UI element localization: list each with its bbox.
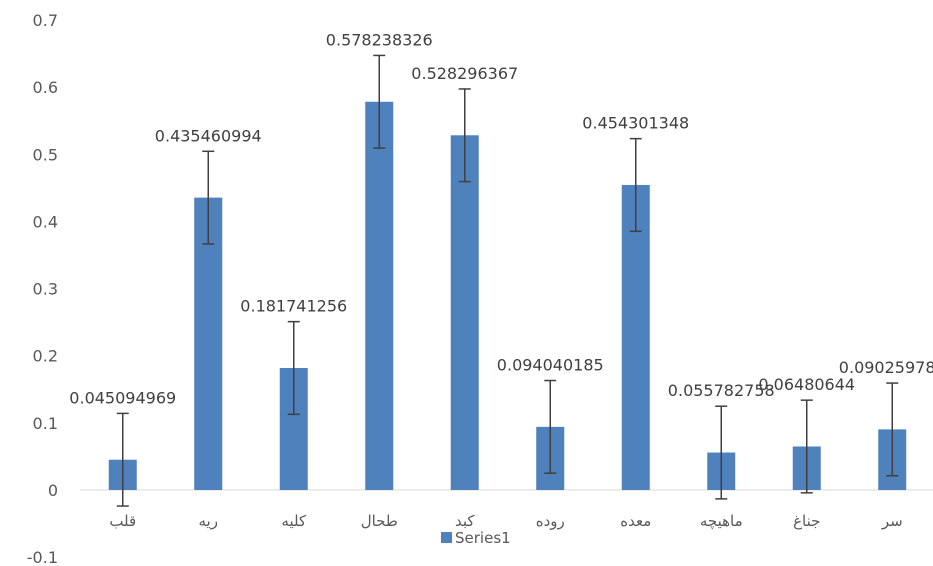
error-bar (287, 320, 300, 416)
x-category-label: طحال (361, 512, 398, 530)
x-category-label: جناغ (793, 512, 820, 530)
x-category-label: قلب (109, 512, 136, 530)
legend-label: Series1 (455, 529, 511, 547)
bar (365, 101, 394, 490)
error-bar (202, 150, 215, 245)
x-category-label: ریه (199, 512, 218, 530)
y-tick-label: 0.1 (33, 414, 58, 433)
error-bar (458, 88, 471, 183)
error-bar (373, 54, 386, 149)
bar (621, 184, 650, 490)
data-label: 0.090259785 (839, 358, 933, 377)
x-category-label: ماهیچه (700, 512, 743, 530)
data-label: 0.181741256 (240, 297, 347, 316)
x-category-label: سر (881, 512, 903, 530)
data-label: 0.045094969 (69, 388, 176, 407)
data-label: 0.454301348 (582, 114, 689, 133)
y-tick-label: 0.3 (33, 280, 58, 299)
x-category-label: کلیه (281, 512, 307, 530)
y-tick-label: 0.6 (33, 78, 58, 97)
y-axis-ticks: 0.7 0.6 0.5 0.4 0.3 0.2 0.1 0 -0.1 (27, 11, 58, 566)
bar (450, 135, 479, 490)
legend: Series1 (441, 529, 511, 547)
data-label: 0.06480644 (758, 375, 855, 394)
error-bar (116, 412, 129, 507)
data-label: 0.055782758 (668, 381, 775, 400)
y-tick-label: 0 (48, 481, 58, 500)
y-tick-label: 0.4 (33, 212, 58, 231)
y-tick-label: -0.1 (27, 548, 58, 566)
error-bar (629, 137, 642, 233)
bar-series (108, 101, 907, 490)
error-bars (116, 54, 899, 507)
error-bar (544, 379, 557, 474)
data-label: 0.094040185 (497, 356, 604, 375)
y-tick-label: 0.5 (33, 145, 58, 164)
error-bar (715, 405, 728, 500)
error-bar (800, 399, 813, 494)
y-tick-label: 0.2 (33, 347, 58, 366)
error-bar (886, 382, 899, 477)
x-category-label: کبد (455, 512, 475, 530)
data-label: 0.578238326 (326, 30, 433, 49)
data-labels: 0.045094969 0.435460994 0.181741256 0.57823… (69, 30, 933, 407)
x-axis-categories: قلب ریه کلیه طحال کبد روده معده ماهیچه جناغ سر (109, 512, 902, 530)
x-category-label: روده (536, 512, 565, 530)
x-category-label: معده (620, 512, 651, 530)
bar (194, 197, 223, 490)
data-label: 0.435460994 (155, 126, 262, 145)
data-label: 0.528296367 (411, 64, 518, 83)
y-tick-label: 0.7 (33, 11, 58, 30)
legend-swatch (441, 532, 452, 543)
